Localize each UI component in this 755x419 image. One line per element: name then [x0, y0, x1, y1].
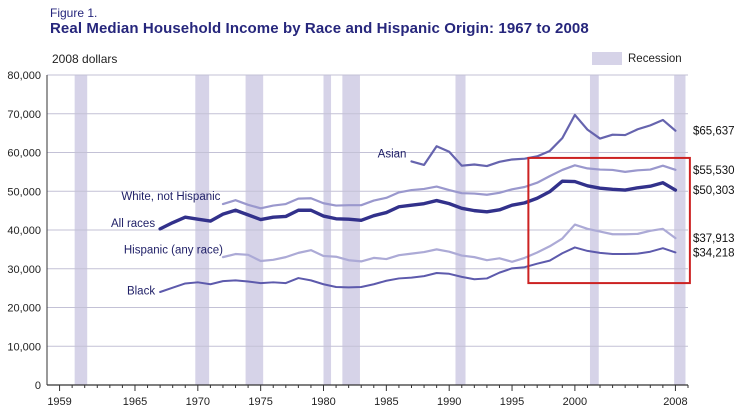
legend-recession: Recession: [592, 52, 682, 65]
y-axis-label: 80,000: [7, 70, 41, 82]
legend-recession-label: Recession: [628, 52, 682, 65]
end-label-all-races: $50,303: [693, 185, 735, 197]
x-axis-label: 1975: [248, 396, 272, 408]
y-axis-label: 20,000: [7, 303, 41, 315]
series-label-hispanic: Hispanic (any race): [124, 244, 223, 256]
x-axis-label: 1959: [47, 396, 71, 408]
x-axis-label: 2000: [563, 396, 587, 408]
series-label-all-races: All races: [111, 218, 155, 230]
line-white-not-hispanic: [221, 164, 677, 210]
x-axis-label: 1980: [311, 396, 335, 408]
y-axis-label: 40,000: [7, 225, 41, 237]
series-label-asian: Asian: [378, 148, 407, 160]
end-label-hispanic: $37,913: [693, 233, 735, 245]
figure-label: Figure 1.: [50, 6, 98, 20]
highlight-box: [527, 156, 691, 285]
x-axis-label: 1990: [437, 396, 461, 408]
line-hispanic: [221, 223, 677, 263]
x-axis-label: 2008: [663, 396, 687, 408]
x-axis-label: 1995: [500, 396, 524, 408]
end-label-black: $34,218: [693, 247, 735, 259]
y-axis-label: 60,000: [7, 148, 41, 160]
series-label-white-not-hispanic: White, not Hispanic: [121, 191, 220, 203]
y-axis-label: 70,000: [7, 109, 41, 121]
x-axis-label: 1985: [374, 396, 398, 408]
recession-swatch: [592, 52, 622, 65]
end-label-white-not-hispanic: $55,530: [693, 165, 735, 177]
line-asian: [410, 113, 677, 168]
y-axis-label: 0: [35, 380, 41, 392]
line-all-races: [158, 179, 678, 231]
line-black: [159, 246, 677, 293]
end-label-asian: $65,637: [693, 126, 735, 138]
y-axis-label: 30,000: [7, 264, 41, 276]
unit-label: 2008 dollars: [52, 52, 118, 66]
figure-title: Real Median Household Income by Race and…: [50, 20, 589, 37]
x-axis-label: 1970: [186, 396, 210, 408]
series-label-black: Black: [127, 285, 155, 297]
y-axis-label: 50,000: [7, 186, 41, 198]
y-axis-label: 10,000: [7, 341, 41, 353]
x-axis-label: 1965: [123, 396, 147, 408]
